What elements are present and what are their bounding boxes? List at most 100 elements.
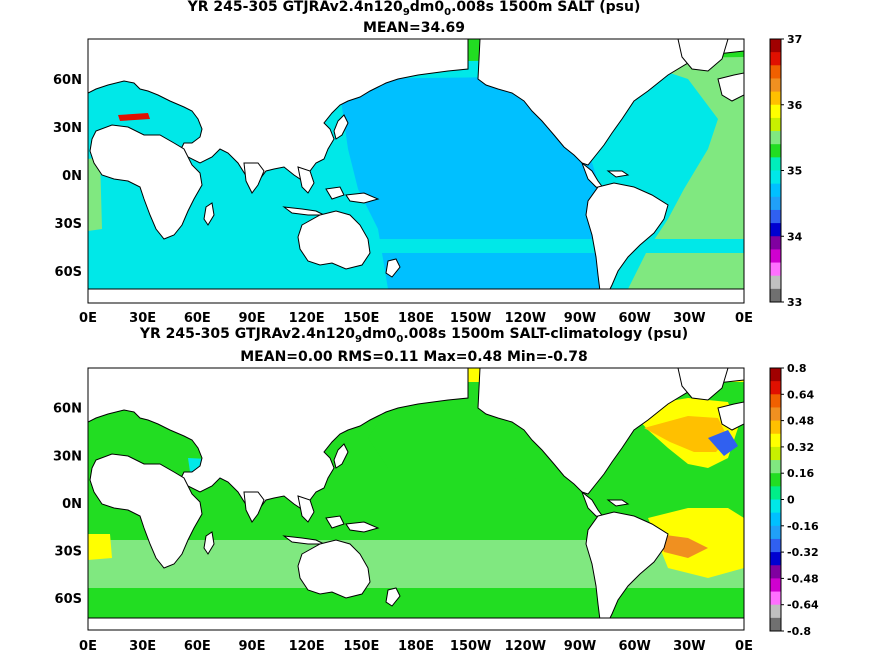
southern-ocean-band (88, 239, 744, 253)
agulhas-positive (88, 534, 112, 560)
land-mass (297, 210, 371, 270)
longitude-tick-label: 120E (289, 311, 325, 326)
top-longitude-labels: 0E 30E 60E 90E 120E 150E 180E 150W 120W 90W 60W 30W… (79, 311, 753, 326)
land-mass (606, 499, 630, 507)
longitude-tick-label: 60W (618, 311, 650, 326)
colorbar-label: -0.16 (787, 520, 819, 533)
land-mass (297, 166, 315, 194)
atlantic-ocean-salinity (568, 39, 744, 289)
land-mass (677, 368, 729, 401)
land-mass (606, 170, 630, 178)
colorbar-swatch (770, 446, 781, 461)
longitude-tick-label: 90W (564, 639, 596, 654)
colorbar-swatch (770, 249, 781, 264)
colorbar-label: -0.32 (787, 546, 819, 559)
colorbar-label: 33 (787, 296, 802, 309)
colorbar-label: 0.32 (787, 441, 814, 454)
longitude-tick-label: 60E (184, 311, 211, 326)
colorbar-swatch (770, 236, 781, 250)
bottom-colorbar: 0.8 0.64 0.48 0.32 0.16 0 -0.16 -0.32 -0.48 -0.64… (769, 362, 819, 638)
longitude-tick-label: 0E (79, 639, 97, 654)
colorbar-swatch (770, 170, 781, 185)
colorbar-swatch (770, 512, 781, 527)
north-atlantic-strong-positive (644, 416, 728, 452)
longitude-tick-label: 90E (239, 639, 266, 654)
colorbar-swatch (770, 223, 781, 237)
bottom-latitude-labels: 60N 30N 0N 30S 60S (53, 402, 82, 608)
land-mass (717, 401, 744, 431)
colorbar-swatch (770, 578, 781, 593)
longitude-tick-label: 90W (564, 311, 596, 326)
land-mass (88, 288, 744, 303)
latitude-tick-label: 30S (55, 217, 82, 232)
colorbar-swatch (770, 420, 781, 435)
southern-positive-band (88, 540, 744, 588)
colorbar-label: 0.8 (787, 362, 807, 375)
land-mass (385, 587, 401, 607)
longitude-tick-label: 30E (129, 639, 156, 654)
land-mass (88, 617, 744, 630)
longitude-tick-label: 30E (129, 311, 156, 326)
colorbar-swatch (770, 65, 781, 79)
colorbar-swatch (770, 460, 781, 474)
land-mass (89, 124, 203, 240)
latitude-tick-label: 60N (53, 73, 82, 88)
colorbar-label: 35 (787, 165, 802, 178)
top-salinity-map (87, 38, 745, 304)
colorbar-swatch (770, 604, 781, 619)
colorbar-swatch (770, 486, 781, 500)
pacific-ocean-salinity (338, 77, 610, 289)
colorbar-label: 34 (787, 230, 803, 243)
longitude-tick-label: 120E (289, 639, 325, 654)
top-title: YR 245-305 GTJRAv2.4n1209dm00.008s 1500m… (187, 0, 641, 18)
bottom-title: YR 245-305 GTJRAv2.4n1209dm00.008s 1500m… (139, 326, 688, 345)
colorbar-swatch (770, 617, 781, 632)
colorbar-swatch (770, 275, 781, 290)
latitude-tick-label: 0N (62, 497, 82, 512)
land-mass (677, 39, 729, 72)
latitude-tick-label: 30S (55, 545, 82, 560)
colorbar-swatch (770, 144, 781, 158)
colorbar-swatch (770, 104, 781, 119)
colorbar-label: 0.64 (787, 388, 814, 401)
longitude-tick-label: 120W (505, 639, 546, 654)
land-mass (325, 186, 345, 200)
land-mass (203, 202, 215, 226)
colorbar-swatch (770, 552, 781, 566)
latitude-tick-label: 0N (62, 169, 82, 184)
colorbar-label: 37 (787, 33, 802, 46)
mediterranean-outflow (118, 113, 150, 121)
latitude-tick-label: 60S (55, 592, 82, 607)
colorbar-swatch (770, 288, 781, 303)
colorbar-label: 0.16 (787, 467, 814, 480)
land-mass (585, 511, 669, 627)
latitude-tick-label: 30N (53, 449, 82, 464)
colorbar-swatch (770, 433, 781, 448)
colorbar-swatch (770, 209, 781, 224)
colorbar-swatch (770, 368, 781, 382)
colorbar-swatch (770, 407, 781, 422)
colorbar-swatch (770, 499, 781, 514)
land-mass (297, 495, 315, 523)
colorbar-label: 36 (787, 99, 803, 112)
land-mass (585, 182, 669, 298)
longitude-tick-label: 0E (735, 311, 753, 326)
colorbar-swatch (770, 131, 781, 145)
longitude-tick-label: 150W (450, 639, 491, 654)
brazil-confluence-positive (658, 534, 708, 558)
colorbar-label: -0.48 (787, 572, 819, 585)
longitude-tick-label: 180E (398, 639, 434, 654)
land-mass (333, 443, 349, 469)
top-colorbar: 37 36 35 34 33 (769, 33, 803, 309)
colorbar-swatch (770, 39, 781, 53)
land-mass (243, 491, 265, 523)
colorbar-swatch (770, 117, 781, 132)
atlantic-wrap-salinity (88, 157, 102, 231)
longitude-tick-label: 150E (343, 639, 379, 654)
colorbar-label: -0.8 (787, 625, 811, 638)
land-mass (345, 521, 380, 533)
land-mass (345, 192, 380, 204)
colorbar-label: -0.64 (787, 599, 819, 612)
colorbar-swatch (770, 473, 781, 487)
